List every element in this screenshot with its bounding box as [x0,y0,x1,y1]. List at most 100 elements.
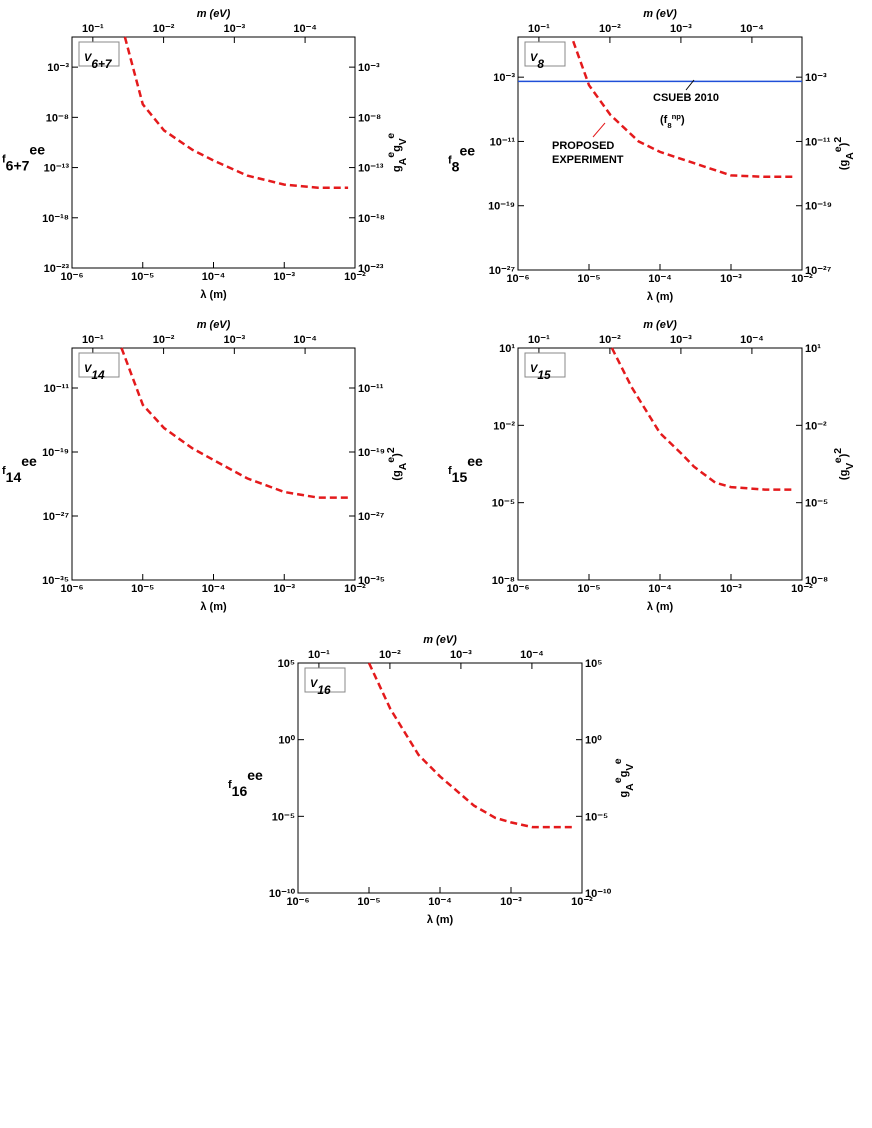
x2-tick-label: 10⁻⁴ [740,334,763,346]
y-tick-label: 10⁻³⁵ [42,575,69,587]
x-tick-label: 10⁻² [344,271,366,283]
y-tick-label: 10⁻²⁷ [43,511,70,523]
y-tick-label: 10⁻¹⁹ [488,201,515,213]
y-axis-label-base: f [2,154,6,166]
x-tick-label: 10⁻⁴ [202,271,225,283]
y2-axis-label: (gAe)2 [832,137,856,171]
annotation: (f8np) [660,112,685,130]
y2-tick-label: 10⁻¹³ [358,163,384,175]
curve [120,347,349,499]
annotation-sup: np [672,112,682,121]
y2-axis-label: gAegVe [612,758,636,797]
y-axis-label: f14ee [2,453,37,485]
y2-tick-label: 10⁻⁸ [358,112,381,124]
x-tick-label: 10⁻⁵ [577,273,600,285]
x2-tick-label: 10⁻¹ [528,23,550,35]
x-tick-label: 10⁻⁴ [648,583,671,595]
y2-axis-label: gAegVe [385,133,409,172]
x-tick-label: 10⁻⁵ [357,896,380,908]
y-axis-label-sup: ee [29,142,45,158]
y-tick-label: 10⁻¹¹ [490,136,516,148]
y2-tick-label: 10⁻³⁵ [358,575,385,587]
panel-label-base: V [84,363,93,375]
y2-axis-label-sup: e [612,758,624,764]
x-tick-label: 10⁻⁶ [60,271,83,283]
y2-axis-label-sub: A [844,152,856,160]
y-axis-label: f16ee [228,767,263,799]
plot-frame [71,347,356,581]
y-axis-label-base: f [448,465,452,477]
y2-axis-label-sub: A [624,783,636,791]
y-axis-label-base: f [448,155,452,167]
x-tick-label: 10⁻³ [273,271,295,283]
y-tick-label: 10⁻³ [47,62,69,74]
curve [572,40,796,179]
series-label: PROPOSED EXPERIMENT [552,140,624,166]
y2-tick-label: 10⁻²⁷ [358,511,385,523]
x-tick-label: 10⁻² [571,896,593,908]
panel-box [524,352,566,378]
y-tick-label: 10⁵ [278,658,295,670]
panel-label: V14 [84,363,105,382]
y-tick-label: 10⁻¹⁹ [42,447,69,459]
y2-axis-label-base: g [618,791,630,798]
panel-label-sub: 14 [91,368,105,382]
panel-box [304,667,346,693]
y-tick-label: 10⁻¹¹ [44,383,70,395]
y2-axis-label-sup: e [612,777,624,783]
y-tick-label: 10⁻⁸ [46,112,69,124]
y-axis-label-sup: ee [21,453,37,469]
y2-tick-label: 10⁻²⁷ [805,265,832,277]
y-axis-label: f8ee [448,143,475,175]
x2-tick-label: 10⁻³ [223,23,245,35]
x2-axis-label: m (eV) [197,319,231,331]
x2-tick-label: 10⁻⁴ [740,23,763,35]
annotation-sub: 8 [667,121,672,130]
panel-label-sub: 15 [537,368,551,382]
x-axis-label: λ (m) [427,914,454,926]
y-axis-label-sub: 6+7 [6,158,30,174]
y2-tick-label: 10⁻¹¹ [358,383,384,395]
x-tick-label: 10⁻² [791,583,813,595]
panel-label: V15 [530,363,551,382]
x2-tick-label: 10⁻² [153,23,175,35]
y-tick-label: 10⁰ [278,735,295,747]
y2-axis-label: (gAe)2 [385,447,409,481]
y2-tick-label: 10⁻¹⁰ [585,888,612,900]
y2-tick-label: 10⁵ [585,658,602,670]
x2-tick-label: 10⁻¹ [82,334,104,346]
x2-tick-label: 10⁻² [599,23,621,35]
x2-axis-label: m (eV) [423,634,457,646]
y-axis-label-base: f [228,779,232,791]
y2-axis-label-sup: 2 [385,447,397,453]
x2-tick-label: 10⁻⁴ [293,334,316,346]
x-tick-label: 10⁻³ [720,273,742,285]
y2-axis-label-sup: e [832,146,844,152]
x2-tick-label: 10⁻³ [450,649,472,661]
y2-axis-label-base: g [618,771,630,778]
x-tick-label: 10⁻⁴ [428,896,451,908]
y2-axis-label-sub: V [397,138,409,145]
panel-box [524,41,566,67]
y2-axis-label-base: ) [391,453,403,457]
y2-axis-label-base: g [391,165,403,172]
y-tick-label: 10⁻⁵ [492,498,515,510]
x2-axis-label: m (eV) [643,319,677,331]
y2-tick-label: 10⁻⁵ [805,498,828,510]
y2-tick-label: 10⁻⁸ [805,575,828,587]
x-tick-label: 10⁻² [344,583,366,595]
x-tick-label: 10⁻⁶ [286,896,309,908]
y-axis-label-sub: 14 [6,469,22,485]
y-tick-label: 10⁻²⁷ [489,265,516,277]
y2-axis-label-base: ) [838,142,850,146]
curve [367,662,576,829]
y-axis-label-base: f [2,465,6,477]
y2-tick-label: 10⁻³ [358,62,380,74]
y-axis-label: f6+7ee [2,142,45,174]
y-axis-label-sup: ee [247,767,263,783]
y2-tick-label: 10¹ [805,343,821,355]
arrow [685,79,695,91]
x-tick-label: 10⁻⁴ [202,583,225,595]
y-tick-label: 10⁻² [493,420,515,432]
y2-axis-label-base: (g [391,470,403,480]
